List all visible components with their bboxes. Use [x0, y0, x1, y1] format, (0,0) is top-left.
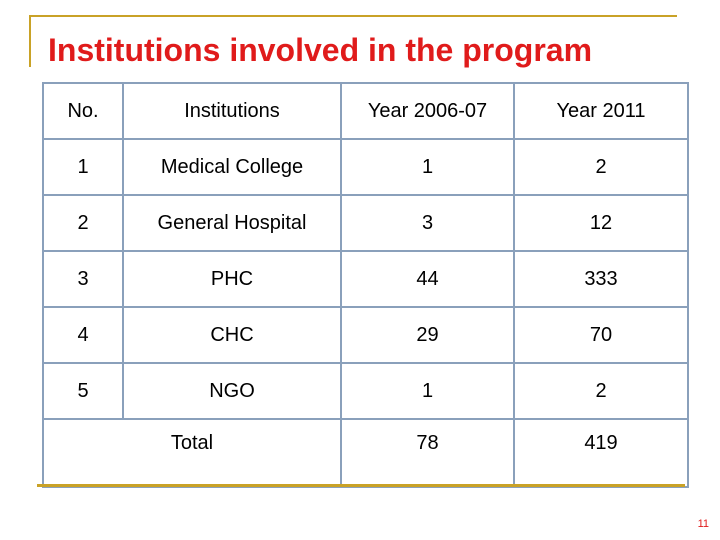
- table-row: 4 CHC 29 70: [42, 306, 689, 364]
- total-year-2011: 419: [513, 418, 689, 488]
- slide-title: Institutions involved in the program: [48, 32, 593, 68]
- header-year-2011: Year 2011: [513, 82, 689, 140]
- cell-year-2006-07: 29: [340, 306, 515, 364]
- table-row: 1 Medical College 1 2: [42, 138, 689, 196]
- header-year-2006-07: Year 2006-07: [340, 82, 515, 140]
- frame-top-line: [29, 15, 677, 17]
- total-year-2006-07: 78: [340, 418, 515, 488]
- institutions-table: No. Institutions Year 2006-07 Year 2011 …: [42, 82, 689, 488]
- cell-year-2011: 333: [513, 250, 689, 308]
- cell-year-2006-07: 1: [340, 138, 515, 196]
- header-institutions: Institutions: [122, 82, 342, 140]
- cell-no: 5: [42, 362, 124, 420]
- cell-no: 1: [42, 138, 124, 196]
- cell-year-2006-07: 3: [340, 194, 515, 252]
- cell-institution: NGO: [122, 362, 342, 420]
- cell-year-2011: 2: [513, 362, 689, 420]
- cell-year-2011: 2: [513, 138, 689, 196]
- header-no: No.: [42, 82, 124, 140]
- cell-institution: General Hospital: [122, 194, 342, 252]
- cell-no: 3: [42, 250, 124, 308]
- table-row: 5 NGO 1 2: [42, 362, 689, 420]
- table-row: 2 General Hospital 3 12: [42, 194, 689, 252]
- table-total-row: Total 78 419: [42, 418, 689, 488]
- frame-left-line: [29, 15, 31, 67]
- cell-year-2011: 12: [513, 194, 689, 252]
- table-row: 3 PHC 44 333: [42, 250, 689, 308]
- cell-no: 4: [42, 306, 124, 364]
- cell-institution: PHC: [122, 250, 342, 308]
- cell-year-2006-07: 1: [340, 362, 515, 420]
- cell-institution: CHC: [122, 306, 342, 364]
- cell-institution: Medical College: [122, 138, 342, 196]
- cell-no: 2: [42, 194, 124, 252]
- page-number: 11: [697, 518, 709, 530]
- cell-year-2006-07: 44: [340, 250, 515, 308]
- table-header-row: No. Institutions Year 2006-07 Year 2011: [42, 82, 689, 140]
- frame-bottom-line: [37, 484, 685, 487]
- cell-year-2011: 70: [513, 306, 689, 364]
- total-label: Total: [42, 418, 342, 488]
